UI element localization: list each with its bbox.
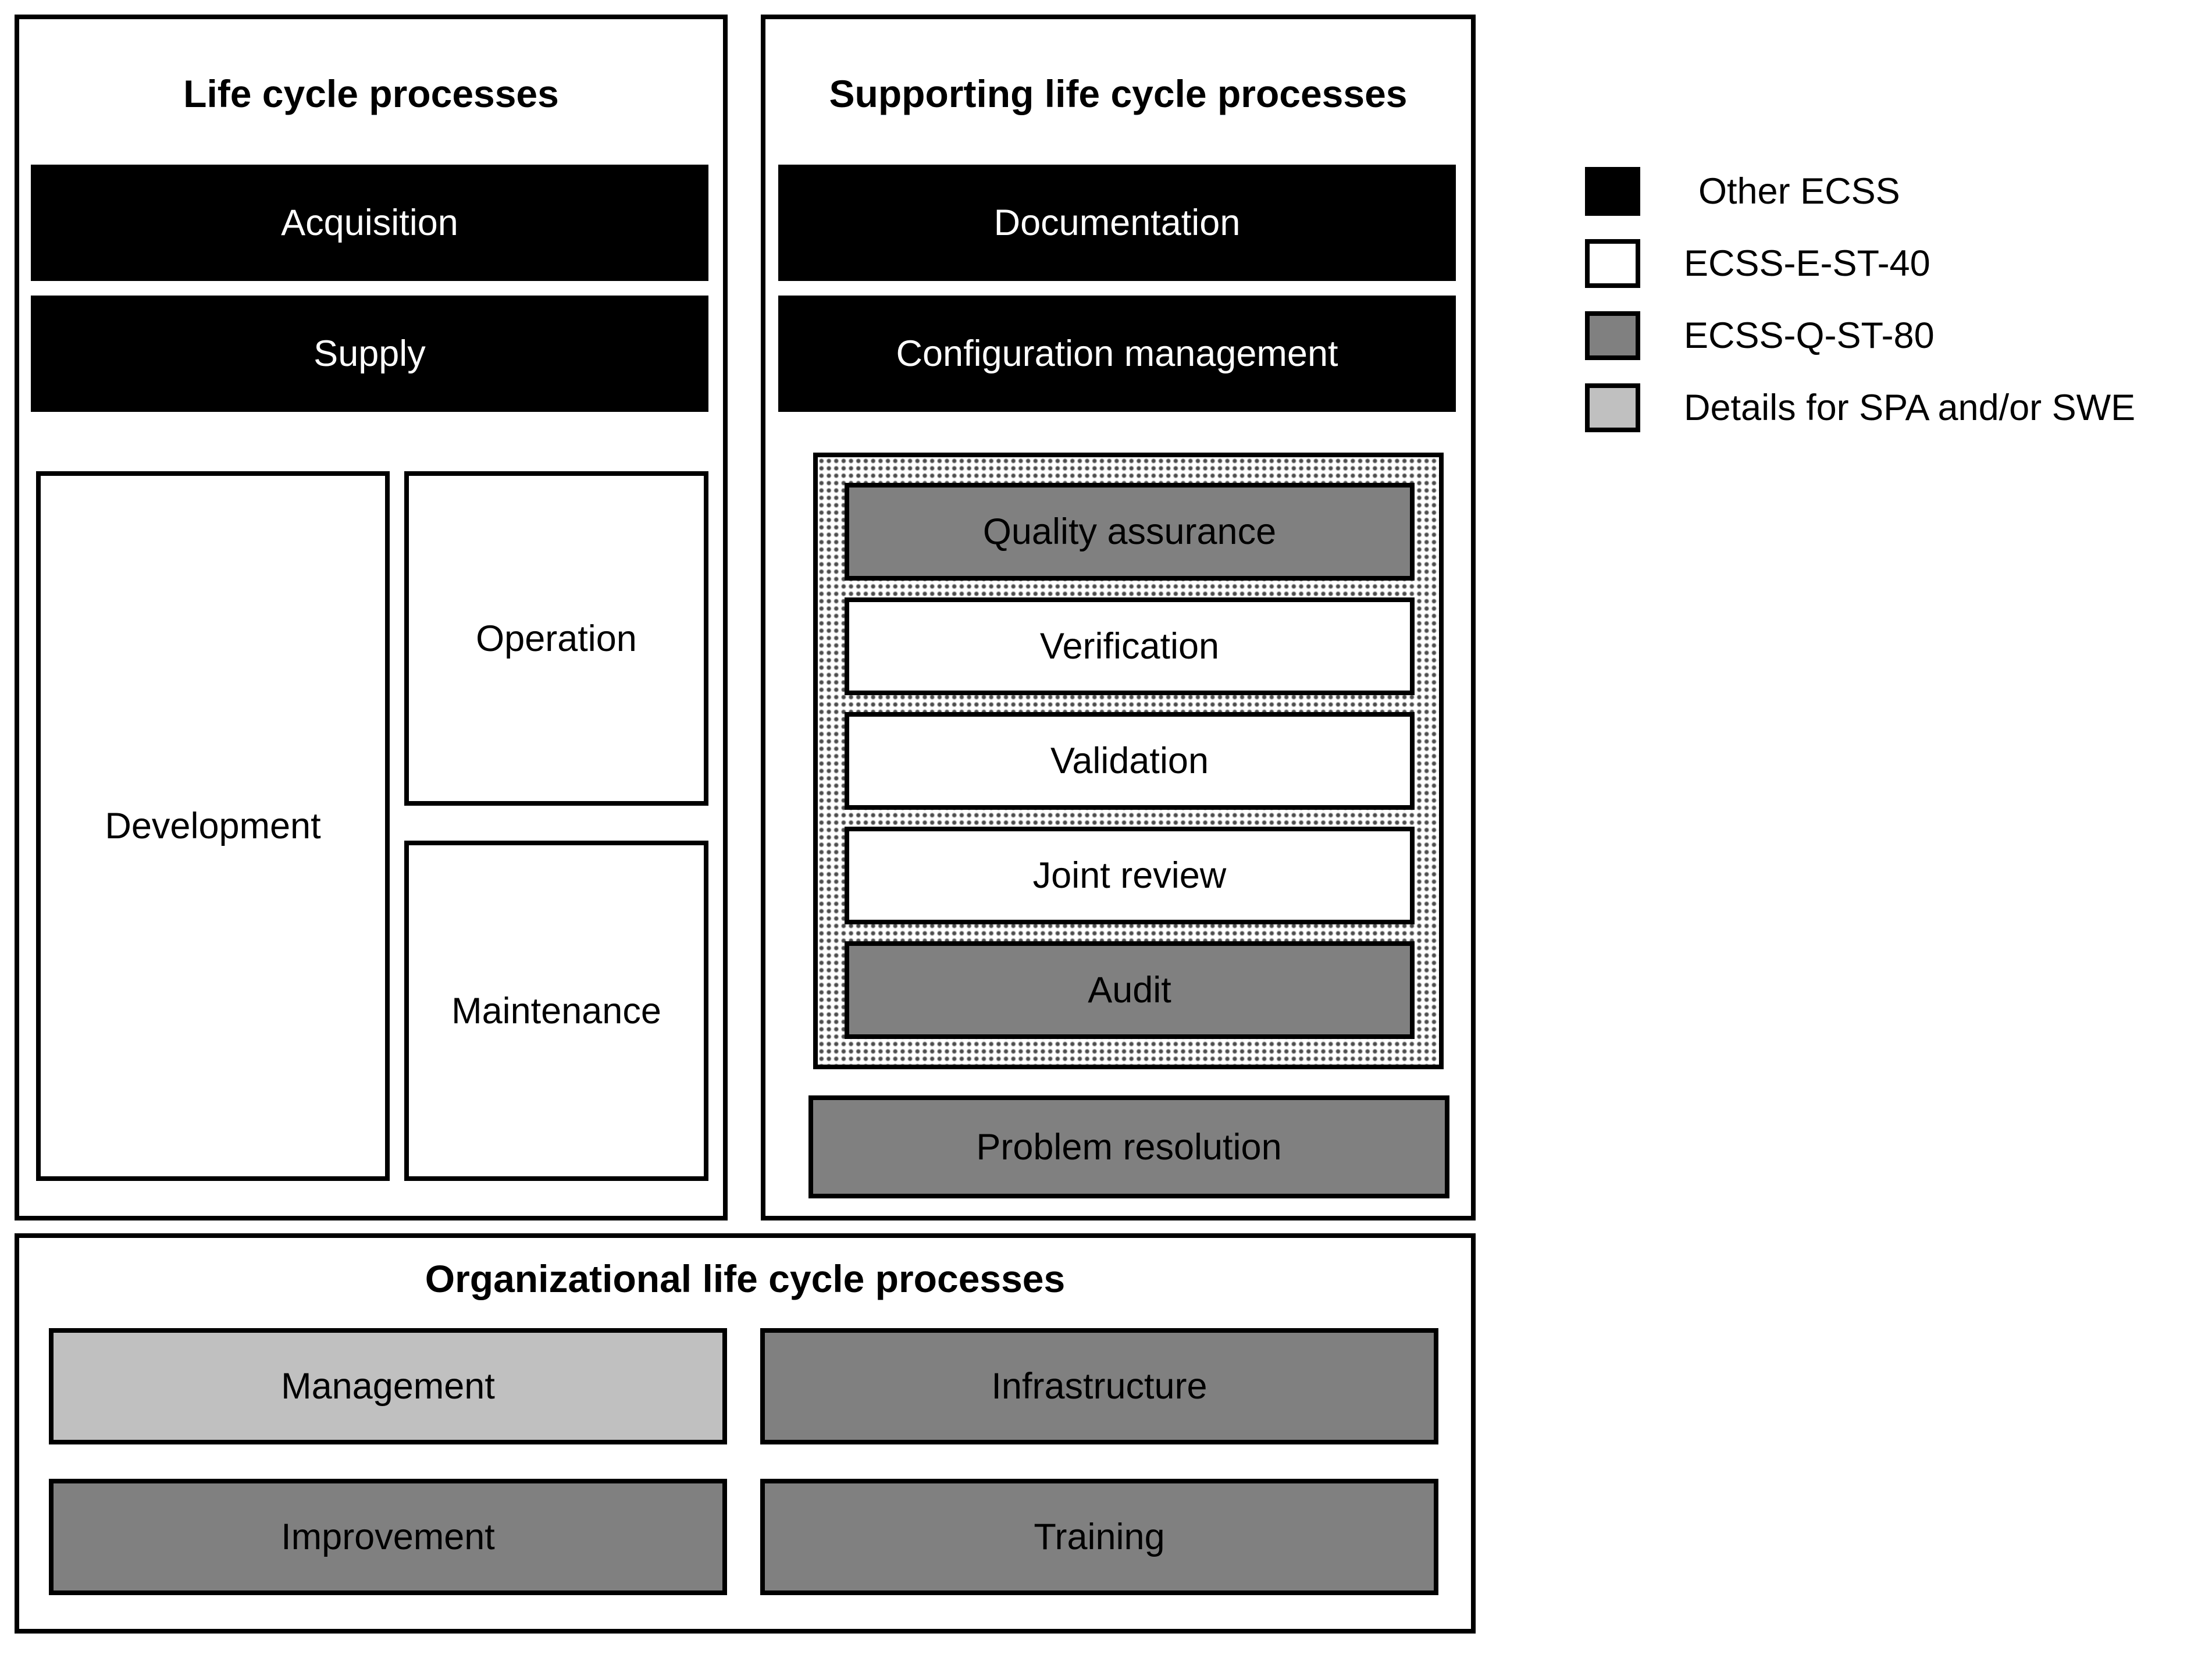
legend-swatch-details-spa-swe bbox=[1585, 383, 1640, 432]
verification-box: Verification bbox=[845, 597, 1415, 695]
life-cycle-title: Life cycle processes bbox=[183, 72, 559, 115]
legend-row-other-ecss: Other ECSS bbox=[1585, 167, 2135, 216]
development-box: Development bbox=[36, 471, 390, 1181]
documentation-bar: Documentation bbox=[778, 165, 1456, 281]
legend-swatch-other-ecss bbox=[1585, 167, 1640, 216]
improvement-box: Improvement bbox=[49, 1479, 727, 1595]
legend-row-ecss-e-st-40: ECSS-E-ST-40 bbox=[1585, 239, 2135, 288]
life-cycle-panel: Life cycle processes Acquisition Supply … bbox=[15, 15, 728, 1220]
legend-label-other-ecss: Other ECSS bbox=[1698, 171, 1900, 212]
joint-review-box: Joint review bbox=[845, 827, 1415, 924]
legend-row-ecss-q-st-80: ECSS-Q-ST-80 bbox=[1585, 311, 2135, 360]
configuration-management-bar: Configuration management bbox=[778, 296, 1456, 412]
organizational-title: Organizational life cycle processes bbox=[425, 1257, 1066, 1300]
infrastructure-box: Infrastructure bbox=[760, 1328, 1438, 1444]
maintenance-box: Maintenance bbox=[404, 841, 708, 1181]
problem-resolution-box: Problem resolution bbox=[808, 1095, 1449, 1198]
operation-box: Operation bbox=[404, 471, 708, 806]
legend-label-ecss-e-st-40: ECSS-E-ST-40 bbox=[1684, 243, 1930, 284]
quality-assurance-box: Quality assurance bbox=[845, 483, 1415, 581]
supporting-panel: Supporting life cycle processes Document… bbox=[761, 15, 1476, 1220]
legend-label-ecss-q-st-80: ECSS-Q-ST-80 bbox=[1684, 315, 1935, 356]
spa-swe-hatched-region: Quality assurance Verification Validatio… bbox=[813, 453, 1444, 1069]
audit-box: Audit bbox=[845, 941, 1415, 1039]
legend-label-details-spa-swe: Details for SPA and/or SWE bbox=[1684, 387, 2136, 428]
legend-row-details-spa-swe: Details for SPA and/or SWE bbox=[1585, 383, 2135, 432]
training-box: Training bbox=[760, 1479, 1438, 1595]
legend-swatch-ecss-q-st-80 bbox=[1585, 311, 1640, 360]
legend-swatch-ecss-e-st-40 bbox=[1585, 239, 1640, 288]
acquisition-bar: Acquisition bbox=[31, 165, 708, 281]
legend: Other ECSS ECSS-E-ST-40 ECSS-Q-ST-80 Det… bbox=[1585, 167, 2135, 456]
supply-bar: Supply bbox=[31, 296, 708, 412]
organizational-panel: Organizational life cycle processes Mana… bbox=[15, 1233, 1476, 1634]
supporting-title: Supporting life cycle processes bbox=[829, 72, 1408, 115]
validation-box: Validation bbox=[845, 712, 1415, 810]
management-box: Management bbox=[49, 1328, 727, 1444]
